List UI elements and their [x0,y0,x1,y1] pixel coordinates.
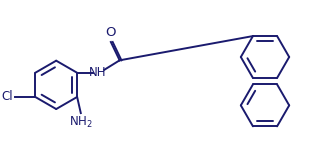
Text: NH: NH [89,66,107,79]
Text: Cl: Cl [2,90,13,103]
Text: NH$_2$: NH$_2$ [69,115,93,130]
Text: O: O [106,26,116,39]
